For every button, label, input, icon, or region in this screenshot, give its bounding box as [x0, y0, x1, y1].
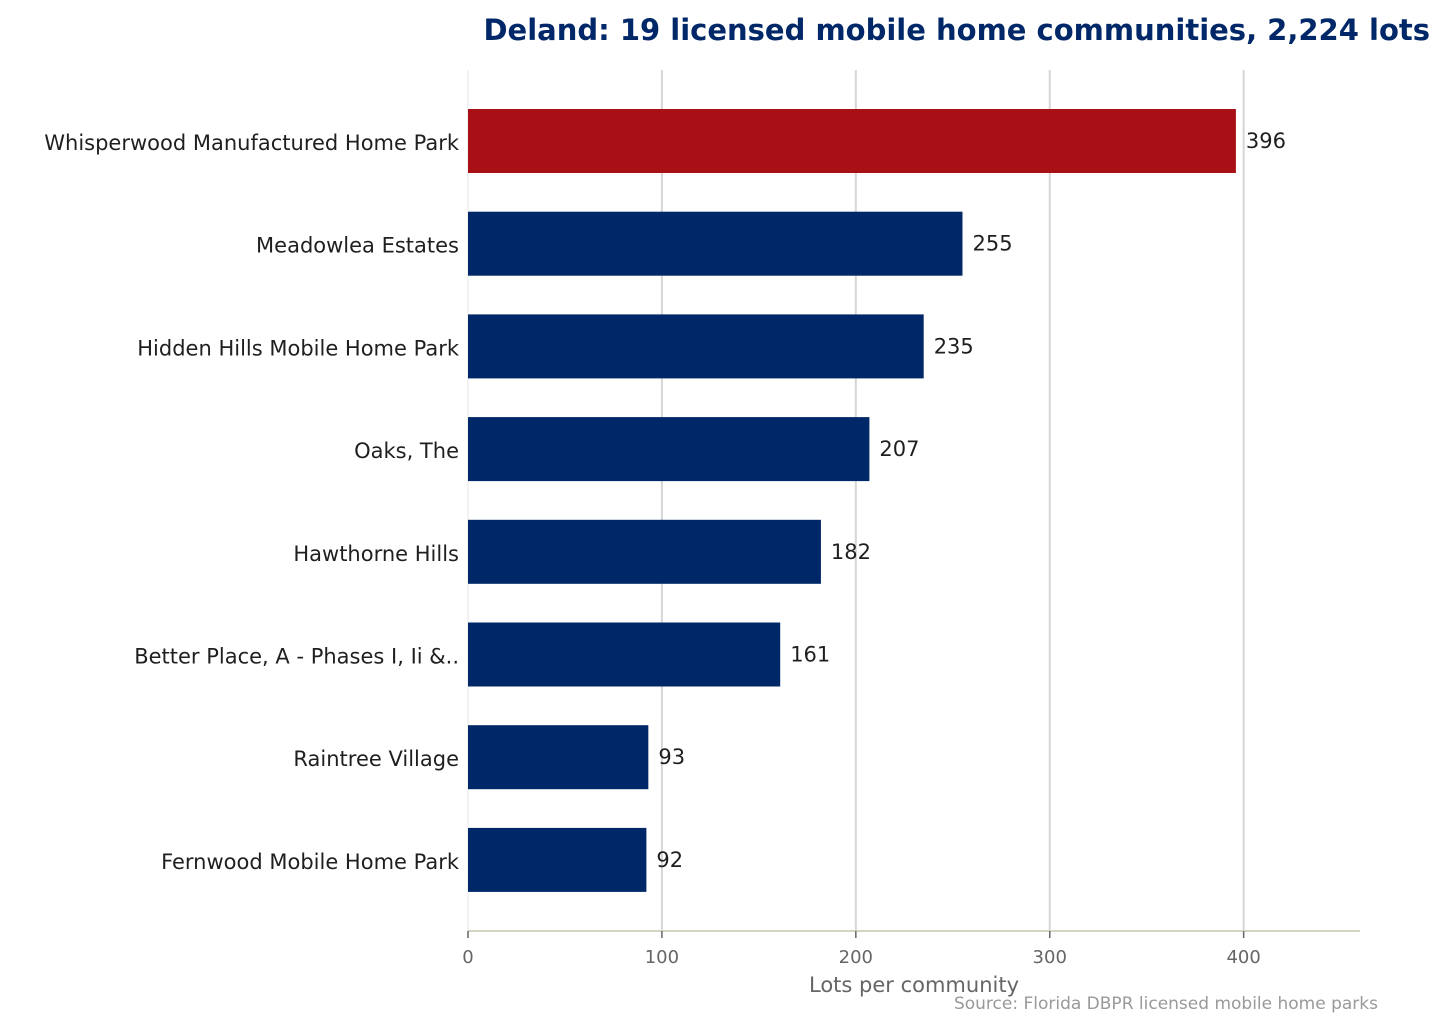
bar-0 — [468, 109, 1236, 173]
value-label-2: 235 — [934, 334, 974, 358]
grid-layer — [467, 70, 1245, 931]
category-label-5: Better Place, A - Phases I, Ii &.. — [134, 645, 459, 669]
category-label-7: Fernwood Mobile Home Park — [161, 850, 460, 874]
x-axis-title: Lots per community — [809, 973, 1019, 997]
bar-5 — [468, 622, 781, 687]
x-tick-label-100: 100 — [645, 947, 679, 968]
category-label-2: Hidden Hills Mobile Home Park — [137, 336, 460, 360]
source-note: Source: Florida DBPR licensed mobile hom… — [954, 994, 1378, 1014]
bar-2 — [468, 314, 924, 379]
x-tick-label-300: 300 — [1033, 947, 1067, 968]
bar-3 — [468, 417, 870, 482]
x-tick-label-400: 400 — [1226, 947, 1260, 968]
bar-6 — [468, 725, 649, 790]
x-axis: 0 100 200 300 400 — [462, 930, 1360, 968]
value-label-3: 207 — [879, 437, 919, 461]
bars-layer — [468, 109, 1236, 892]
bar-7 — [468, 827, 647, 892]
bar-1 — [468, 211, 963, 276]
category-label-1: Meadowlea Estates — [256, 234, 459, 258]
category-label-4: Hawthorne Hills — [293, 542, 459, 566]
value-label-0: 396 — [1246, 129, 1286, 153]
value-label-4: 182 — [831, 540, 871, 564]
chart-title: Deland: 19 licensed mobile home communit… — [483, 13, 1430, 47]
value-label-6: 93 — [658, 745, 685, 769]
value-label-1: 255 — [972, 232, 1012, 256]
x-tick-label-0: 0 — [462, 947, 473, 968]
category-label-0: Whisperwood Manufactured Home Park — [44, 131, 460, 155]
bar-4 — [468, 519, 821, 584]
labels-layer: 396 Whisperwood Manufactured Home Park 255… — [44, 129, 1286, 874]
category-label-3: Oaks, The — [354, 439, 459, 463]
x-tick-label-200: 200 — [839, 947, 873, 968]
value-label-5: 161 — [790, 643, 830, 667]
value-label-7: 92 — [656, 848, 683, 872]
category-label-6: Raintree Village — [293, 747, 459, 771]
